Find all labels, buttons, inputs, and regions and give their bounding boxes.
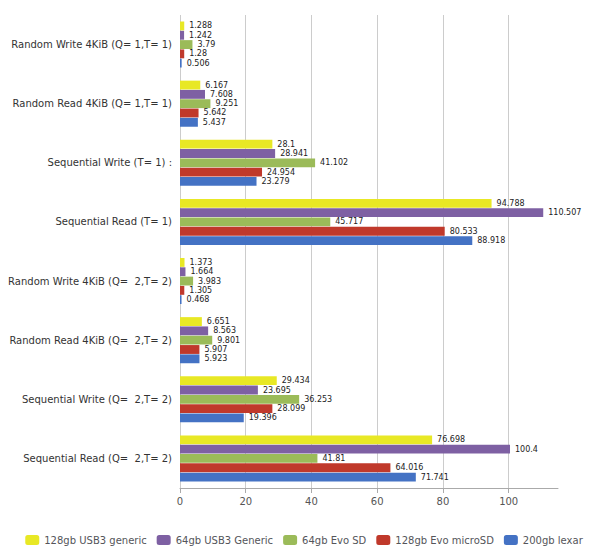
svg-text:5.907: 5.907 [204, 345, 227, 354]
svg-text:1.288: 1.288 [189, 21, 212, 30]
svg-text:5.642: 5.642 [204, 108, 227, 117]
svg-text:80: 80 [437, 496, 450, 507]
svg-text:40: 40 [305, 496, 318, 507]
svg-text:Sequential Read (T= 1): Sequential Read (T= 1) [55, 216, 172, 227]
svg-text:88.918: 88.918 [477, 236, 505, 245]
svg-text:24.954: 24.954 [267, 168, 295, 177]
svg-text:9.251: 9.251 [215, 99, 238, 108]
svg-text:80.533: 80.533 [450, 227, 478, 236]
svg-text:0.506: 0.506 [187, 59, 210, 68]
svg-text:Random Write 4KiB (Q= 1,T= 1): Random Write 4KiB (Q= 1,T= 1) [11, 39, 172, 50]
svg-text:36.253: 36.253 [304, 395, 332, 404]
svg-text:7.608: 7.608 [210, 90, 233, 99]
svg-text:64gb USB3 Generic: 64gb USB3 Generic [176, 535, 273, 546]
svg-text:29.434: 29.434 [282, 376, 310, 385]
svg-text:Random Write 4KiB (Q= 2,T= 2): Random Write 4KiB (Q= 2,T= 2) [8, 276, 172, 287]
svg-text:3.983: 3.983 [198, 277, 221, 286]
svg-text:41.102: 41.102 [320, 158, 348, 167]
svg-text:Random Read 4KiB (Q= 2,T= 2): Random Read 4KiB (Q= 2,T= 2) [9, 335, 172, 346]
svg-text:64.016: 64.016 [395, 463, 423, 472]
svg-text:94.788: 94.788 [497, 199, 525, 208]
svg-text:1.373: 1.373 [190, 258, 213, 267]
svg-text:Sequential Write (Q= 2,T= 2): Sequential Write (Q= 2,T= 2) [22, 394, 172, 405]
svg-text:Sequential Write (T= 1) :: Sequential Write (T= 1) : [48, 157, 172, 168]
svg-text:1.242: 1.242 [189, 31, 212, 40]
svg-text:1.305: 1.305 [189, 286, 212, 295]
svg-text:71.741: 71.741 [421, 473, 449, 482]
svg-text:110.507: 110.507 [548, 208, 581, 217]
svg-text:128gb USB3 generic: 128gb USB3 generic [44, 535, 146, 546]
svg-text:28.941: 28.941 [280, 149, 308, 158]
svg-text:5.923: 5.923 [204, 354, 227, 363]
svg-text:Sequential Read (Q= 2,T= 2): Sequential Read (Q= 2,T= 2) [23, 453, 172, 464]
svg-text:100: 100 [499, 496, 518, 507]
svg-text:128gb Evo microSD: 128gb Evo microSD [395, 535, 494, 546]
svg-text:41.81: 41.81 [322, 454, 345, 463]
svg-text:23.279: 23.279 [262, 177, 290, 186]
svg-text:64gb Evo SD: 64gb Evo SD [302, 535, 366, 546]
svg-text:0.468: 0.468 [187, 295, 210, 304]
svg-text:100.4: 100.4 [515, 445, 538, 454]
svg-text:76.698: 76.698 [437, 435, 465, 444]
svg-text:1.28: 1.28 [189, 49, 207, 58]
svg-text:6.651: 6.651 [207, 317, 230, 326]
svg-text:19.396: 19.396 [249, 413, 277, 422]
svg-text:9.801: 9.801 [217, 336, 240, 345]
svg-text:200gb lexar: 200gb lexar [523, 535, 584, 546]
svg-text:8.563: 8.563 [213, 326, 236, 335]
svg-text:6.167: 6.167 [205, 81, 228, 90]
svg-text:20: 20 [239, 496, 252, 507]
svg-text:5.437: 5.437 [203, 118, 226, 127]
svg-text:0: 0 [177, 496, 183, 507]
svg-text:Random Read 4KiB (Q= 1,T= 1): Random Read 4KiB (Q= 1,T= 1) [13, 98, 173, 109]
svg-text:23.695: 23.695 [263, 386, 291, 395]
svg-text:3.79: 3.79 [197, 40, 215, 49]
svg-text:28.099: 28.099 [277, 404, 305, 413]
svg-text:1.664: 1.664 [190, 267, 213, 276]
svg-text:28.1: 28.1 [277, 140, 295, 149]
svg-text:45.717: 45.717 [335, 217, 363, 226]
svg-text:60: 60 [371, 496, 384, 507]
